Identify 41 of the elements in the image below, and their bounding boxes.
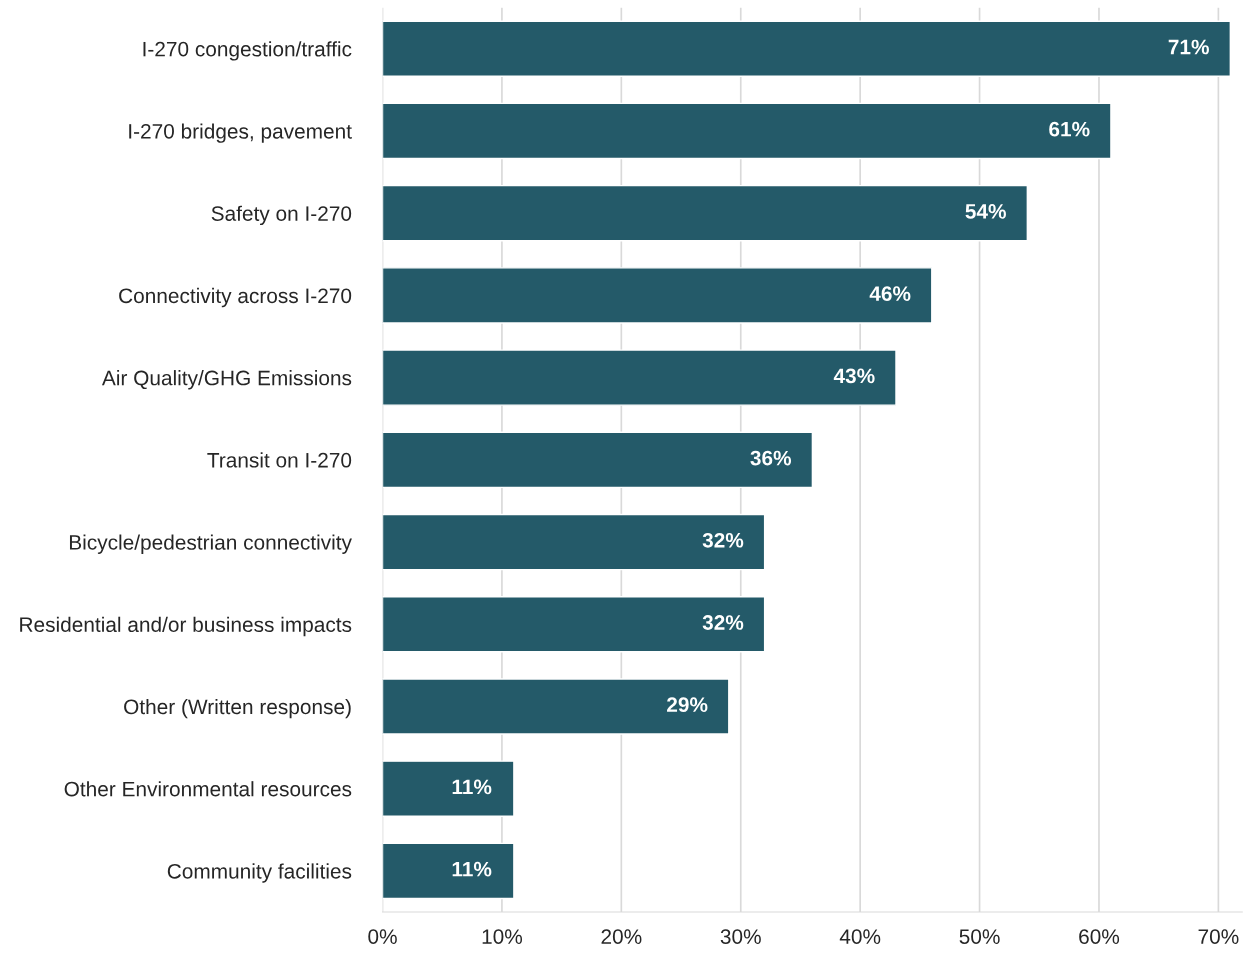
data-label: 46%: [869, 286, 911, 301]
y-tick-label: Other Environmental resources: [64, 781, 352, 797]
data-label: 11%: [452, 779, 492, 795]
data-label: 32%: [702, 532, 744, 548]
y-tick-label: I-270 congestion/traffic: [143, 41, 352, 61]
x-tick-label: 40%: [839, 929, 881, 944]
bar: [382, 678, 730, 735]
y-tick-label: Community facilities: [167, 863, 352, 883]
y-tick-label: Air Quality/GHG Emissions: [101, 370, 352, 390]
bar: [382, 102, 1112, 160]
data-label: 54%: [965, 204, 1006, 219]
y-tick-label: Safety on I-270: [211, 205, 352, 226]
bar: [382, 184, 1029, 242]
bar: [382, 267, 933, 324]
y-tick-label: I-270 bridges, pavement: [129, 123, 352, 143]
y-tick-label: Connectivity across I-270: [119, 287, 352, 308]
x-tick-label: 60%: [1079, 929, 1120, 944]
data-label: 29%: [667, 697, 708, 713]
y-tick-label: Transit on I-270: [207, 452, 352, 468]
data-label: 11%: [452, 861, 492, 877]
x-tick-label: 50%: [959, 929, 1000, 944]
bar: [382, 513, 766, 571]
data-label: 36%: [750, 450, 792, 466]
data-label: 61%: [1049, 121, 1090, 137]
bar: [382, 596, 766, 653]
x-tick-label: 10%: [482, 929, 523, 944]
y-tick-label: Other (Written response): [124, 698, 351, 719]
bar: [382, 760, 515, 817]
bar: [382, 20, 1232, 77]
data-label: 43%: [833, 368, 875, 384]
bar: [382, 431, 814, 489]
x-tick-label: 30%: [720, 929, 761, 944]
data-label: 71%: [1168, 39, 1209, 55]
x-tick-label: 70%: [1198, 929, 1239, 944]
bar: [382, 349, 897, 406]
data-label: 32%: [702, 615, 744, 630]
x-tick-label: 20%: [601, 929, 642, 944]
x-tick-label: 0%: [368, 929, 397, 944]
bar: [382, 842, 515, 900]
y-tick-label: Bicycle/pedestrian connectivity: [69, 534, 352, 554]
y-tick-label: Residential and/or business impacts: [20, 616, 352, 637]
